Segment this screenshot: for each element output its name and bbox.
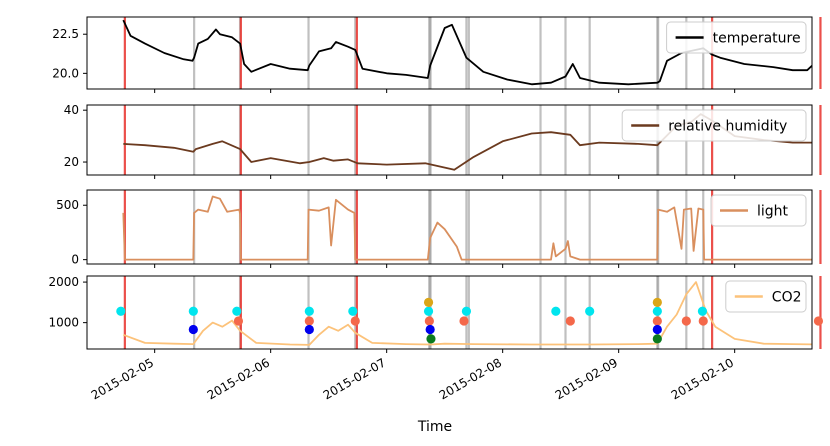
x-tick-label: 2015-02-08 [437, 355, 504, 402]
marker-point [304, 306, 314, 316]
marker-point [652, 316, 662, 326]
marker-point [551, 306, 561, 316]
x-axis-label: Time [417, 419, 452, 435]
marker-point [425, 324, 435, 335]
x-tick-label: 2015-02-09 [553, 355, 620, 402]
x-tick-label: 2015-02-07 [321, 355, 388, 402]
x-tick-label: 2015-02-10 [669, 355, 736, 402]
marker-point [424, 316, 434, 326]
legend-label: temperature [713, 31, 801, 47]
panel-2: 20 40 relative humidity [64, 103, 822, 179]
marker-point [652, 297, 662, 307]
marker-point [459, 316, 469, 326]
legend-box [666, 21, 807, 54]
y-tick-label: 22.5 [52, 27, 79, 41]
marker-point [585, 306, 595, 316]
marker-point [652, 324, 662, 335]
y-tick-label: 500 [56, 198, 79, 212]
x-tick-label: 2015-02-05 [89, 355, 156, 402]
marker-point [188, 324, 198, 335]
marker-point [813, 316, 824, 326]
marker-point [423, 306, 434, 316]
y-tick-label: 40 [64, 103, 79, 117]
panel-frame [86, 275, 813, 350]
marker-point [652, 306, 662, 316]
marker-point [652, 334, 662, 344]
marker-point [116, 306, 126, 316]
legend-box [710, 194, 807, 227]
legend-label: relative humidity [668, 119, 787, 135]
marker-point [565, 316, 575, 326]
legend-box [725, 280, 807, 313]
marker-point [426, 334, 436, 344]
y-tick-label: 0 [71, 253, 79, 267]
panel-frame [86, 189, 813, 265]
x-tick-label: 2015-02-06 [205, 355, 272, 402]
y-tick-label: 20.0 [52, 66, 79, 80]
marker-point [188, 306, 198, 316]
panel-frame [86, 104, 813, 176]
panel-3: 0 500 light [56, 189, 822, 268]
panel-frame [86, 16, 813, 90]
panel-4: 1000 2000 CO2 [48, 275, 824, 353]
marker-point [423, 297, 434, 307]
marker-point [348, 306, 358, 316]
y-tick-label: 1000 [48, 316, 79, 330]
legend-box [621, 109, 807, 142]
marker-point [681, 316, 691, 326]
marker-point [350, 316, 360, 326]
series-line-temperature [122, 19, 812, 86]
y-tick-label: 20 [64, 155, 79, 169]
legend-label: CO2 [772, 290, 802, 306]
marker-point [697, 306, 708, 316]
marker-point [233, 316, 244, 326]
marker-point [461, 306, 472, 316]
marker-point [698, 316, 708, 326]
y-tick-label: 2000 [48, 275, 79, 289]
series-line-light [122, 195, 812, 261]
marker-point [304, 316, 314, 326]
marker-point [304, 324, 314, 335]
marker-point [232, 306, 242, 316]
panel-1: 20.0 22.5 temperature [52, 16, 822, 93]
legend-label: light [757, 204, 789, 220]
series-line-co2 [122, 281, 812, 346]
